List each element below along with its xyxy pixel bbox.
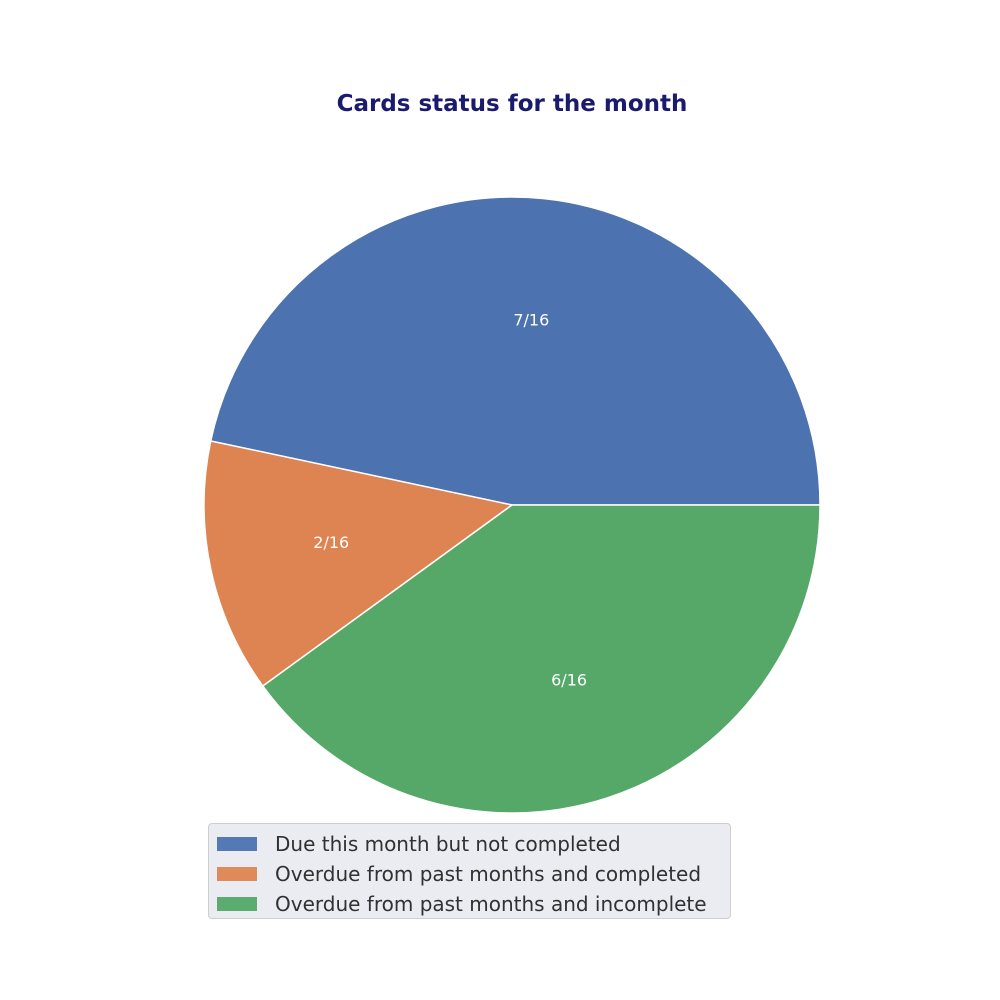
legend-swatch-due-not-completed bbox=[217, 837, 257, 851]
slice-label-overdue-completed: 2/16 bbox=[313, 533, 349, 552]
slice-label-overdue-incomplete: 6/16 bbox=[551, 670, 587, 689]
legend-item-overdue-incomplete: Overdue from past months and incomplete bbox=[217, 889, 730, 919]
pie-slice-labels: 7/16 2/16 6/16 bbox=[313, 311, 587, 690]
pie-slice-overdue-incomplete bbox=[261, 504, 821, 814]
legend-item-overdue-completed: Overdue from past months and completed bbox=[217, 859, 730, 889]
legend-label: Overdue from past months and completed bbox=[275, 862, 702, 886]
legend-label: Due this month but not completed bbox=[275, 832, 621, 856]
legend: Due this month but not completed Overdue… bbox=[208, 823, 731, 919]
pie-slice-due-not-completed bbox=[209, 196, 821, 506]
slice-label-due-not-completed: 7/16 bbox=[513, 311, 549, 330]
pie-slices bbox=[203, 196, 821, 814]
pie-slice-overdue-completed bbox=[203, 440, 514, 688]
legend-label: Overdue from past months and incomplete bbox=[275, 892, 707, 916]
chart-title: Cards status for the month bbox=[336, 91, 688, 117]
legend-item-due-not-completed: Due this month but not completed bbox=[217, 829, 730, 859]
legend-swatch-overdue-incomplete bbox=[217, 897, 257, 911]
legend-swatch-overdue-completed bbox=[217, 867, 257, 881]
